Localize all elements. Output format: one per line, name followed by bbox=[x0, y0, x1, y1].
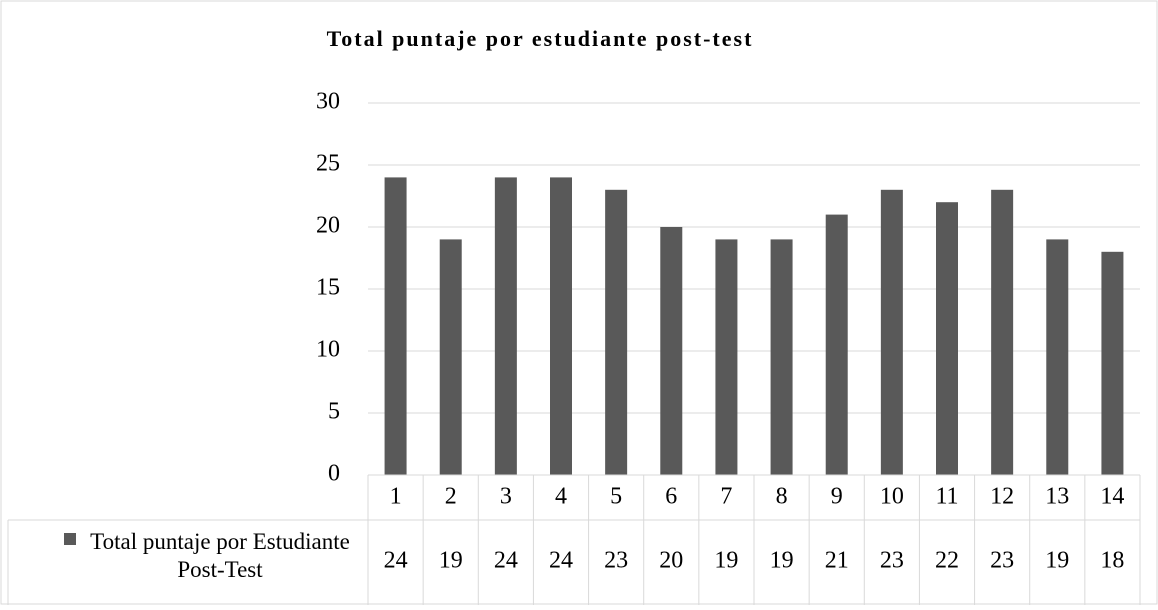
x-tick-label: 1 bbox=[390, 484, 402, 510]
bar bbox=[825, 214, 848, 475]
table-value: 21 bbox=[825, 548, 849, 574]
x-tick-label: 4 bbox=[555, 484, 567, 510]
x-tick-label: 10 bbox=[880, 484, 904, 510]
table-value: 23 bbox=[990, 548, 1014, 574]
bar bbox=[770, 239, 793, 475]
y-tick-label: 0 bbox=[328, 461, 340, 487]
x-tick-label: 7 bbox=[720, 484, 732, 510]
table-value: 24 bbox=[549, 548, 573, 574]
table-value: 19 bbox=[770, 548, 794, 574]
bar bbox=[1046, 239, 1069, 475]
bar bbox=[384, 177, 407, 475]
bar bbox=[660, 227, 683, 475]
table-value: 19 bbox=[714, 548, 738, 574]
x-tick-label: 2 bbox=[445, 484, 457, 510]
bar bbox=[605, 189, 628, 476]
bar bbox=[1101, 251, 1124, 475]
y-tick-label: 30 bbox=[316, 89, 340, 115]
bar bbox=[880, 189, 903, 476]
y-tick-label: 15 bbox=[316, 275, 340, 301]
chart-title: Total puntaje por estudiante post-test bbox=[327, 26, 754, 51]
bar bbox=[991, 189, 1014, 476]
bar bbox=[936, 202, 958, 475]
table-value: 19 bbox=[1045, 548, 1069, 574]
x-tick-label: 8 bbox=[776, 484, 788, 510]
x-tick-label: 11 bbox=[935, 484, 958, 510]
x-tick-label: 3 bbox=[500, 484, 512, 510]
y-tick-label: 10 bbox=[316, 337, 340, 363]
table-value: 22 bbox=[935, 548, 959, 574]
table-value: 24 bbox=[494, 548, 518, 574]
table-value: 20 bbox=[659, 548, 683, 574]
legend-label: Total puntaje por Estudiante Post-Test bbox=[90, 529, 350, 582]
table-value: 19 bbox=[439, 548, 463, 574]
table-value: 23 bbox=[880, 548, 904, 574]
table-value: 18 bbox=[1100, 548, 1124, 574]
y-tick-label: 20 bbox=[316, 213, 340, 239]
table-value: 23 bbox=[604, 548, 628, 574]
bar bbox=[439, 239, 462, 475]
x-tick-label: 12 bbox=[990, 484, 1014, 510]
x-tick-label: 14 bbox=[1100, 484, 1124, 510]
x-tick-label: 13 bbox=[1045, 484, 1069, 510]
table-value: 24 bbox=[384, 548, 408, 574]
bar bbox=[550, 177, 572, 475]
legend-box: Total puntaje por Estudiante Post-Test bbox=[90, 529, 350, 582]
bar bbox=[715, 239, 738, 475]
y-tick-label: 5 bbox=[328, 399, 340, 425]
x-tick-label: 5 bbox=[610, 484, 622, 510]
y-tick-label: 25 bbox=[316, 151, 340, 177]
legend-swatch bbox=[64, 533, 76, 545]
bar bbox=[494, 177, 517, 475]
x-tick-label: 9 bbox=[831, 484, 843, 510]
x-tick-label: 6 bbox=[665, 484, 677, 510]
